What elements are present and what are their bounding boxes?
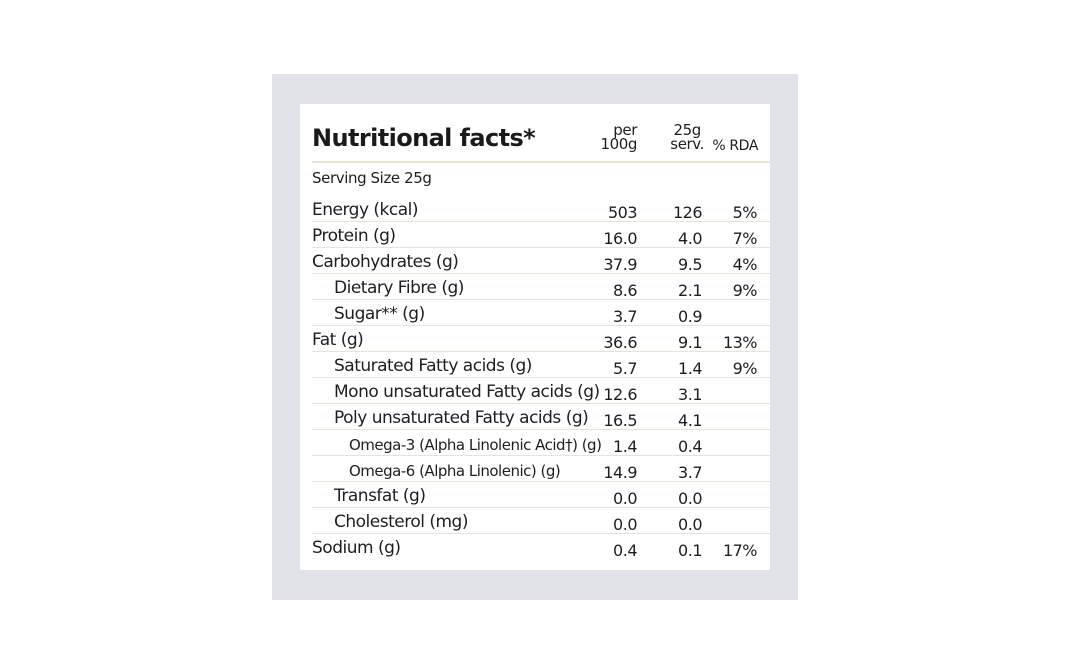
nutrient-name: Carbohydrates (g) [312,252,459,272]
nutrient-row: Fat (g) 36.6 9.1 13% [300,326,770,352]
nutrient-row: Protein (g) 16.0 4.0 7% [300,222,770,248]
nutrient-name: Cholesterol (mg) [334,512,468,532]
nutrient-per-100g: 5.7 [613,359,637,378]
header-divider [312,161,770,163]
nutrient-name: Energy (kcal) [312,200,419,220]
nutrient-per-serving: 126 [672,203,703,222]
nutrient-row: Dietary Fibre (g) 8.6 2.1 9% [300,274,770,300]
nutrient-per-100g: 12.6 [603,385,637,404]
nutrient-rda: 4% [732,255,758,274]
nutrient-name: Protein (g) [312,226,396,246]
nutrient-rda: 7% [732,229,758,248]
nutrient-per-100g: 14.9 [603,463,637,482]
nutrient-rda: 5% [732,203,758,222]
nutrient-rda: 13% [722,333,758,352]
nutrient-per-100g: 37.9 [603,255,637,274]
nutrient-per-serving: 3.1 [678,385,702,404]
nutrient-per-serving: 2.1 [678,281,702,300]
row-divider [312,533,770,534]
nutrient-name: Poly unsaturated Fatty acids (g) [334,408,589,428]
nutrient-per-100g: 36.6 [603,333,637,352]
header-per-100g: per 100g [600,121,637,153]
nutrient-per-serving: 4.0 [678,229,702,248]
header-per-100g-line1: per [613,121,637,139]
nutrient-name: Transfat (g) [334,486,426,506]
nutrient-name: Dietary Fibre (g) [334,278,464,298]
nutrient-row: Carbohydrates (g) 37.9 9.5 4% [300,248,770,274]
nutrient-per-serving: 1.4 [678,359,702,378]
nutrient-per-100g: 16.5 [603,411,637,430]
nutrient-name: Sodium (g) [312,538,401,558]
header-per-serving-line2: serv. [670,135,704,153]
header-per-serving: 25g serv. [670,121,704,153]
header-rda: % RDA [712,138,758,154]
nutrient-per-serving: 0.0 [678,515,702,534]
nutrient-per-serving: 0.1 [678,541,702,560]
nutrient-name: Mono unsaturated Fatty acids (g) [334,382,600,402]
nutrient-row: Transfat (g) 0.0 0.0 [300,482,770,508]
row-divider [312,507,770,508]
header-per-serving-line1: 25g [673,121,701,139]
nutrient-name: Saturated Fatty acids (g) [334,356,532,376]
row-divider [312,351,770,352]
nutrient-name: Omega-3 (Alpha Linolenic Acid†) (g) [349,436,602,454]
nutrition-facts-card: Nutritional facts* per 100g 25g serv. % … [300,104,770,570]
nutrient-rda: 17% [722,541,758,560]
nutrient-rda: 9% [732,359,758,378]
nutrient-row: Omega-6 (Alpha Linolenic) (g) 14.9 3.7 [300,456,770,482]
nutrient-row: Sodium (g) 0.4 0.1 17% [300,534,770,560]
nutrient-per-serving: 9.1 [678,333,702,352]
row-divider [312,299,770,300]
nutrient-per-serving: 3.7 [678,463,702,482]
nutrient-name: Fat (g) [312,330,364,350]
nutrient-name: Sugar** (g) [334,304,425,324]
nutrient-name: Omega-6 (Alpha Linolenic) (g) [349,462,561,480]
row-divider [312,481,770,482]
nutrient-per-serving: 0.9 [678,307,702,326]
nutrient-per-100g: 503 [607,203,638,222]
nutrient-row: Poly unsaturated Fatty acids (g) 16.5 4.1 [300,404,770,430]
nutrient-per-100g: 0.0 [613,489,637,508]
nutrient-per-100g: 0.0 [613,515,637,534]
nutrient-per-100g: 16.0 [603,229,637,248]
serving-size: Serving Size 25g [312,169,432,187]
nutrient-row: Cholesterol (mg) 0.0 0.0 [300,508,770,534]
nutrition-title: Nutritional facts* [312,124,536,152]
nutrient-per-serving: 0.0 [678,489,702,508]
row-divider [312,273,770,274]
nutrient-per-100g: 3.7 [613,307,637,326]
row-divider [312,221,770,222]
nutrient-row: Omega-3 (Alpha Linolenic Acid†) (g) 1.4 0.… [300,430,770,456]
row-divider [312,429,770,430]
nutrient-row: Energy (kcal) 503 126 5% [300,196,770,222]
row-divider [312,403,770,404]
nutrient-row: Mono unsaturated Fatty acids (g) 12.6 3.1 [300,378,770,404]
row-divider [312,247,770,248]
nutrient-per-serving: 9.5 [678,255,702,274]
nutrient-per-serving: 0.4 [678,437,702,456]
nutrient-row: Saturated Fatty acids (g) 5.7 1.4 9% [300,352,770,378]
row-divider [312,377,770,378]
nutrient-per-serving: 4.1 [678,411,702,430]
nutrient-rda: 9% [732,281,758,300]
nutrient-row: Sugar** (g) 3.7 0.9 [300,300,770,326]
nutrient-per-100g: 8.6 [613,281,637,300]
row-divider [312,325,770,326]
nutrient-per-100g: 1.4 [613,437,637,456]
row-divider [312,455,770,456]
header-per-100g-line2: 100g [600,135,637,153]
nutrient-per-100g: 0.4 [613,541,637,560]
